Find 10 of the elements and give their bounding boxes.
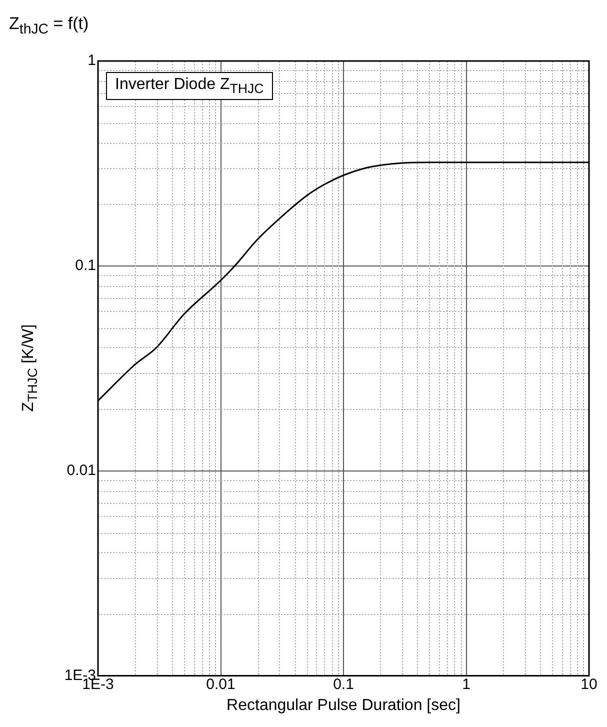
chart-title: Z$_{thJC}$ = f(t) (9, 14, 89, 38)
x-axis-title: Rectangular Pulse Duration [sec] (226, 696, 460, 714)
x-tick-label: 1 (462, 676, 470, 693)
annotation: Inverter Diode Z$_{THJC}$ (106, 72, 273, 100)
x-tick-label: 10 (580, 676, 598, 693)
x-tick-label: 0.01 (206, 676, 236, 693)
x-tick-label: 0.1 (333, 676, 354, 693)
y-tick-label: 1 (88, 52, 96, 70)
y-tick-label: 0.1 (75, 257, 96, 274)
y-tick-label: 0.01 (66, 462, 96, 480)
